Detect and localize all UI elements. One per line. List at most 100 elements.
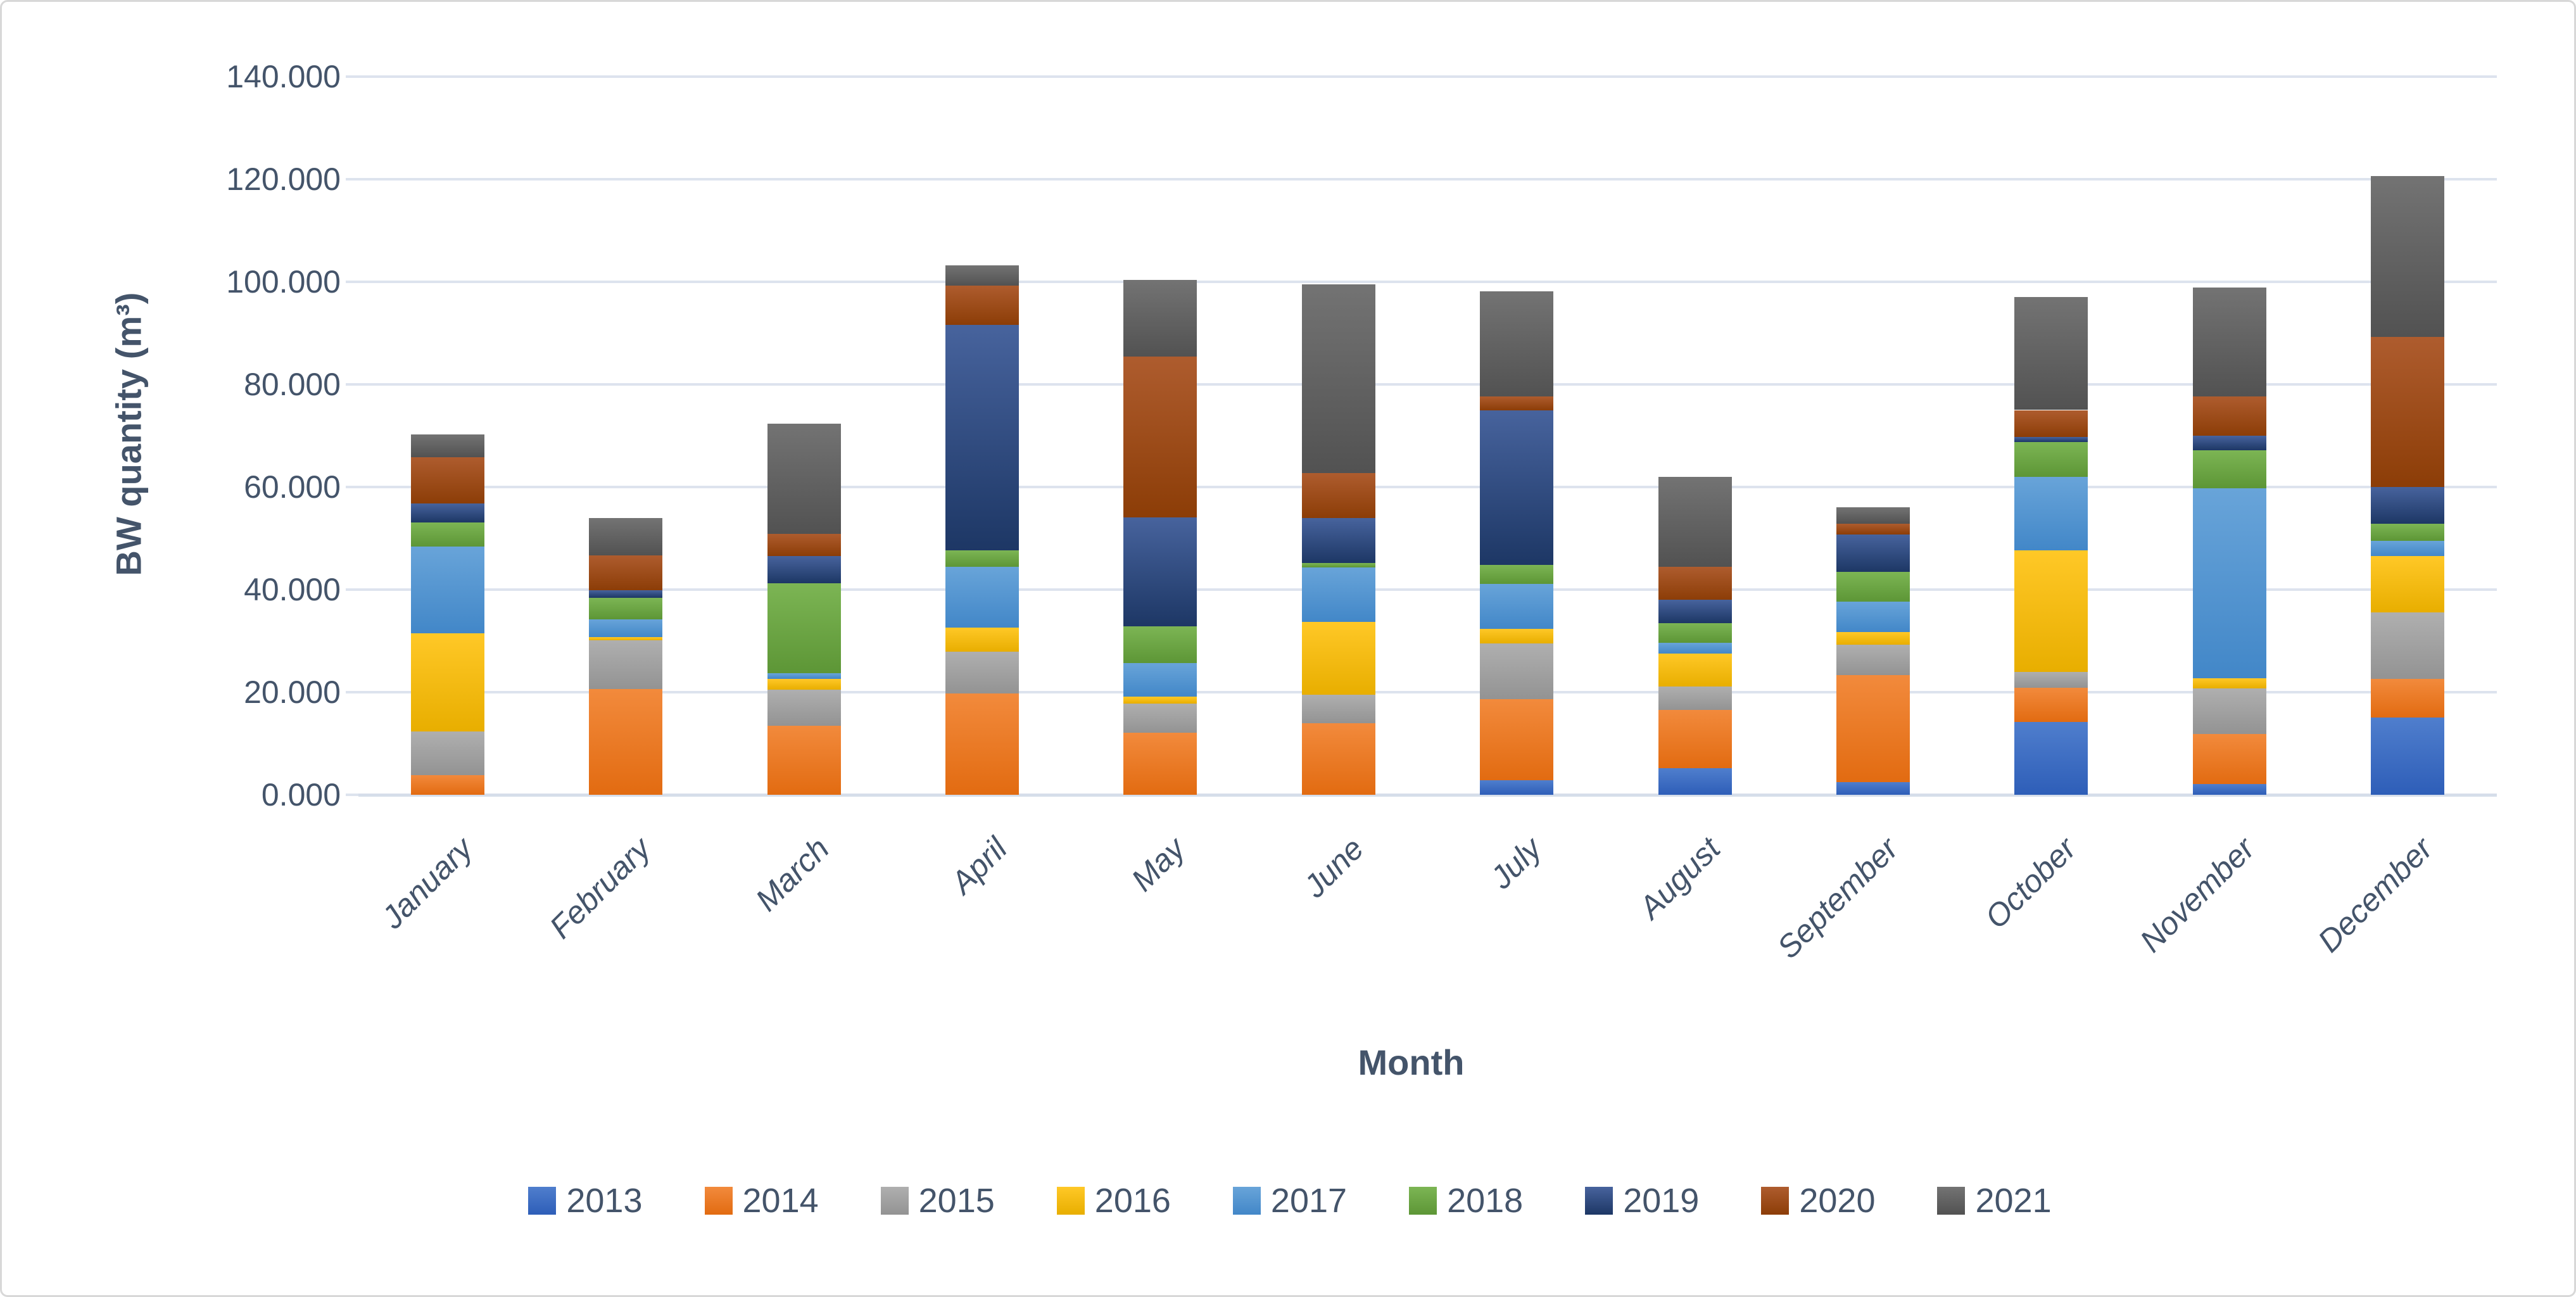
bar-segment-april-2016 [945, 627, 1019, 652]
y-tick-label: 140.000 [226, 59, 341, 94]
bar-segment-january-2020 [410, 457, 484, 503]
bar-segment-july-2013 [1480, 780, 1554, 795]
bar-segment-july-2015 [1480, 643, 1554, 699]
bar-segment-december-2019 [2371, 487, 2445, 524]
bar-segment-june-2018 [1301, 562, 1375, 568]
legend-label-2015: 2015 [918, 1182, 995, 1220]
legend-item-2017: 2017 [1232, 1184, 1347, 1218]
gridline-140 [358, 75, 2497, 78]
bar-segment-september-2015 [1836, 645, 1910, 676]
bar-segment-february-2014 [589, 689, 663, 795]
bar-segment-december-2021 [2371, 176, 2445, 337]
bar-segment-november-2018 [2192, 450, 2266, 489]
bar-segment-august-2016 [1658, 654, 1732, 687]
x-tick-label-august: August [1632, 830, 1727, 926]
x-tick-label-february: February [543, 830, 658, 946]
legend-swatch-2014 [704, 1187, 733, 1215]
x-tick-label-march: March [748, 830, 836, 918]
bar-segment-may-2014 [1123, 732, 1197, 795]
bar-segment-january-2016 [410, 633, 484, 732]
bar-segment-august-2013 [1658, 768, 1732, 795]
bar-segment-september-2018 [1836, 572, 1910, 602]
gridline-20 [358, 691, 2497, 693]
bar-segment-august-2014 [1658, 709, 1732, 768]
bar-segment-november-2017 [2192, 488, 2266, 679]
bar-segment-july-2014 [1480, 699, 1554, 781]
bar-segment-october-2019 [2014, 437, 2088, 442]
bar-segment-march-2015 [767, 689, 841, 726]
bar-segment-november-2021 [2192, 287, 2266, 396]
bar-segment-march-2021 [767, 424, 841, 534]
gridline-60 [358, 486, 2497, 488]
gridline-100 [358, 281, 2497, 283]
bar-segment-april-2021 [945, 265, 1019, 286]
bar-segment-august-2019 [1658, 600, 1732, 623]
bar-segment-september-2020 [1836, 523, 1910, 535]
bar-segment-april-2018 [945, 550, 1019, 567]
bar-segment-february-2018 [589, 597, 663, 619]
bar-segment-october-2016 [2014, 550, 2088, 673]
bar-segment-april-2017 [945, 567, 1019, 628]
bar-segment-november-2014 [2192, 734, 2266, 784]
bar-segment-august-2021 [1658, 476, 1732, 567]
legend-label-2014: 2014 [742, 1182, 819, 1220]
legend-swatch-2021 [1937, 1187, 1966, 1215]
bar-segment-january-2019 [410, 503, 484, 522]
bar-segment-june-2019 [1301, 518, 1375, 563]
bar-segment-april-2015 [945, 652, 1019, 693]
bar-segment-october-2018 [2014, 441, 2088, 477]
legend-item-2021: 2021 [1937, 1184, 2052, 1218]
bar-segment-october-2014 [2014, 687, 2088, 722]
bar-segment-july-2021 [1480, 291, 1554, 396]
y-axis-tick [346, 691, 358, 693]
bar-segment-may-2016 [1123, 697, 1197, 704]
legend: 2013 2014 2015 2016 2017 2018 2019 2020 2021 [2, 1182, 2574, 1220]
y-axis-tick [346, 178, 358, 180]
x-tick-label-july: July [1483, 830, 1549, 896]
y-tick-label: 60.000 [244, 469, 341, 505]
bar-segment-december-2014 [2371, 678, 2445, 718]
bar-segment-december-2018 [2371, 524, 2445, 541]
x-tick-label-december: December [2311, 830, 2440, 959]
x-tick-label-june: June [1296, 830, 1370, 904]
bar-segment-february-2015 [589, 640, 663, 690]
bar-segment-march-2018 [767, 583, 841, 674]
bar-segment-june-2017 [1301, 567, 1375, 623]
bar-segment-november-2016 [2192, 678, 2266, 688]
y-axis-tick [346, 75, 358, 78]
bar-segment-july-2019 [1480, 410, 1554, 566]
legend-item-2019: 2019 [1585, 1184, 1699, 1218]
bar-segment-may-2018 [1123, 626, 1197, 663]
bar-segment-january-2021 [410, 434, 484, 457]
y-tick-label: 0.000 [261, 777, 341, 813]
bar-segment-may-2021 [1123, 279, 1197, 357]
bar-segment-february-2021 [589, 518, 663, 555]
bar-segment-march-2016 [767, 678, 841, 690]
bar-segment-november-2020 [2192, 396, 2266, 436]
bar-segment-october-2020 [2014, 410, 2088, 438]
bar-segment-december-2016 [2371, 556, 2445, 612]
bar-segment-august-2015 [1658, 686, 1732, 710]
y-tick-label: 100.000 [226, 264, 341, 300]
bar-segment-september-2019 [1836, 535, 1910, 573]
bar-segment-june-2021 [1301, 284, 1375, 474]
bar-segment-june-2020 [1301, 473, 1375, 519]
legend-swatch-2020 [1761, 1187, 1790, 1215]
bar-segment-may-2017 [1123, 662, 1197, 697]
legend-item-2015: 2015 [880, 1182, 995, 1220]
bar-segment-march-2019 [767, 556, 841, 584]
bar-segment-march-2014 [767, 725, 841, 795]
y-tick-label: 120.000 [226, 161, 341, 197]
x-tick-label-january: January [374, 830, 479, 935]
gridline-40 [358, 588, 2497, 591]
gridline-120 [358, 178, 2497, 180]
x-tick-label-november: November [2133, 830, 2262, 959]
bar-segment-july-2016 [1480, 629, 1554, 644]
bar-segment-may-2015 [1123, 703, 1197, 733]
y-axis-tick [346, 383, 358, 386]
bar-segment-june-2016 [1301, 622, 1375, 695]
bar-segment-august-2020 [1658, 567, 1732, 600]
legend-swatch-2015 [880, 1187, 909, 1215]
bar-segment-december-2015 [2371, 612, 2445, 679]
